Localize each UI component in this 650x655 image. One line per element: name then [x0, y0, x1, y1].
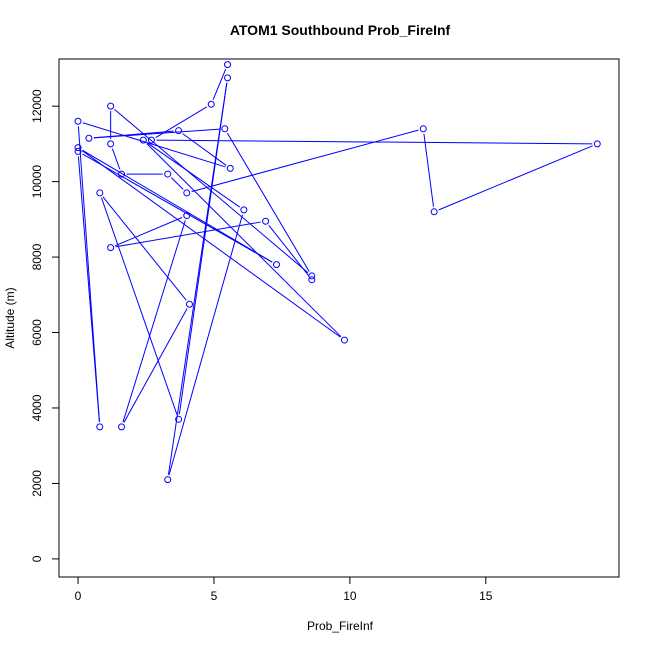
data-point	[74, 147, 82, 155]
y-tick-label: 0	[30, 555, 44, 562]
chart-title: ATOM1 Southbound Prob_FireInf	[230, 22, 451, 38]
data-point	[175, 127, 183, 135]
series-segment	[226, 132, 310, 272]
series-segment	[81, 150, 341, 338]
data-point	[164, 170, 172, 178]
data-point	[419, 125, 427, 133]
series-segment	[147, 142, 241, 208]
series-segment	[102, 196, 187, 301]
series-segment	[168, 214, 243, 475]
data-point	[183, 212, 191, 220]
series-segment	[212, 69, 227, 100]
series-segment	[77, 156, 100, 422]
data-point	[74, 117, 82, 125]
x-axis-label: Prob_FireInf	[307, 619, 374, 633]
data-point	[96, 189, 104, 197]
series-segment	[82, 122, 226, 168]
series-lines	[77, 69, 593, 475]
y-axis-label: Altitude (m)	[3, 287, 17, 348]
series-segment	[123, 308, 188, 423]
data-point	[164, 476, 172, 484]
data-point	[430, 208, 438, 216]
x-tick-label: 0	[75, 589, 82, 603]
series-segment	[423, 133, 434, 207]
series-segment	[111, 148, 121, 170]
data-point	[340, 336, 348, 344]
data-point	[107, 102, 115, 110]
data-point	[224, 61, 232, 69]
series-segment	[268, 224, 310, 277]
series-segment	[155, 106, 208, 138]
y-axis: 0 2000 4000 6000 8000 10000 12000	[30, 89, 60, 562]
x-axis: 0 5 10 15	[75, 576, 493, 603]
y-tick-label: 10000	[30, 165, 44, 199]
data-point	[139, 136, 147, 144]
x-tick-label: 10	[343, 589, 357, 603]
data-point	[147, 136, 155, 144]
y-tick-label: 12000	[30, 89, 44, 123]
series-segment	[182, 133, 227, 166]
y-tick-label: 2000	[30, 470, 44, 497]
data-point	[107, 140, 115, 148]
data-point	[221, 125, 229, 133]
series-segment	[146, 143, 342, 337]
series-segment	[178, 82, 228, 415]
data-point	[185, 300, 193, 308]
data-point	[593, 140, 601, 148]
data-point	[107, 244, 115, 252]
data-point	[207, 100, 215, 108]
series-segment	[93, 130, 174, 139]
series-segment	[115, 221, 261, 248]
y-tick-label: 4000	[30, 394, 44, 421]
data-point	[240, 206, 248, 214]
data-point	[175, 415, 183, 423]
x-tick-label: 5	[211, 589, 218, 603]
series-segment	[191, 129, 419, 193]
data-point	[308, 276, 316, 284]
data-point	[262, 217, 270, 225]
series-segment	[170, 177, 184, 190]
series-segment	[438, 145, 593, 211]
series-segment	[82, 153, 273, 263]
y-tick-label: 8000	[30, 243, 44, 270]
data-point	[74, 144, 82, 152]
series-segment	[122, 220, 186, 423]
data-point	[308, 272, 316, 280]
series-segment	[115, 217, 183, 247]
series-segment	[82, 149, 273, 263]
y-tick-label: 6000	[30, 319, 44, 346]
data-point	[85, 134, 93, 142]
data-point	[118, 170, 126, 178]
data-point	[96, 423, 104, 431]
data-point	[226, 164, 234, 172]
series-points	[74, 61, 601, 484]
data-point	[272, 261, 280, 269]
data-point	[224, 74, 232, 82]
data-point	[183, 189, 191, 197]
x-tick-label: 15	[479, 589, 493, 603]
series-segment	[100, 197, 178, 415]
data-point	[118, 423, 126, 431]
